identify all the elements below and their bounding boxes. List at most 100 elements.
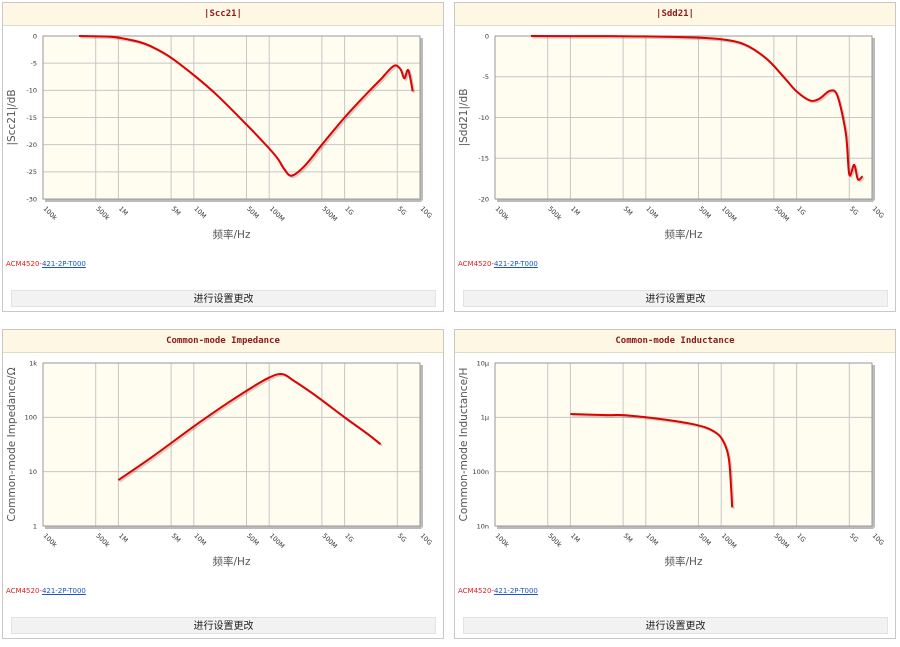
settings-button[interactable]: 进行设置更改: [11, 617, 436, 634]
x-tick-label: 500M: [320, 205, 338, 223]
y-tick-label: 10n: [477, 522, 489, 530]
x-axis-label: 频率/Hz: [665, 555, 703, 568]
x-axis-label: 频率/Hz: [213, 228, 251, 241]
x-tick-label: 500k: [94, 532, 111, 549]
plot-area: [495, 363, 872, 526]
y-tick-label: -15: [26, 114, 37, 122]
x-tick-label: 1G: [343, 205, 355, 217]
part-link[interactable]: 421-2P-T000: [41, 260, 86, 268]
settings-button[interactable]: 进行设置更改: [463, 617, 888, 634]
part-number: ACM4520-421-2P-T000: [458, 587, 538, 595]
series-line: [78, 35, 414, 177]
part-number: ACM4520-421-2P-T000: [6, 587, 86, 595]
series-line: [117, 372, 382, 481]
y-tick-label: 10: [29, 468, 37, 476]
y-axis-label: Common-mode Inductance/H: [458, 368, 470, 522]
x-tick-label: 100M: [268, 205, 286, 223]
x-tick-label: 50M: [245, 205, 260, 220]
y-tick-label: -5: [483, 73, 489, 81]
x-tick-label: 5M: [170, 205, 183, 218]
plot-area: [43, 363, 420, 526]
panel-title: Common-mode Inductance: [455, 330, 895, 353]
x-tick-label: 1M: [117, 205, 130, 218]
y-axis-label: Common-mode Impedance/Ω: [6, 367, 18, 521]
y-tick-label: 1μ: [481, 414, 489, 422]
y-tick-label: -20: [26, 141, 37, 149]
part-link[interactable]: 421-2P-T000: [41, 587, 86, 595]
y-tick-label: 1: [33, 522, 37, 530]
x-tick-label: 1M: [569, 205, 582, 218]
y-tick-label: 100n: [472, 468, 489, 476]
x-tick-label: 100k: [42, 532, 59, 549]
x-tick-label: 5M: [622, 205, 635, 218]
chart-panel-scc21: |Scc21| 100k 500k 1M 5M 10M 50M 100M 500M 1G 5G 10…: [2, 2, 444, 312]
series-line: [570, 413, 734, 508]
x-axis-label: 频率/Hz: [665, 228, 703, 241]
x-tick-label: 1G: [795, 532, 807, 544]
x-tick-label: 5G: [396, 205, 408, 217]
x-tick-label: 10M: [644, 205, 659, 220]
x-tick-label: 500k: [546, 205, 563, 222]
x-tick-label: 1M: [117, 532, 130, 545]
chart-panel-cm-impedance: Common-mode Impedance 100k 500k 1M 5M 10M 50M…: [2, 329, 444, 639]
panel-title: |Scc21|: [3, 3, 443, 26]
part-prefix: ACM4520-: [6, 587, 42, 595]
plot-frame: [494, 35, 873, 200]
x-tick-label: 10M: [644, 532, 659, 547]
panel-title: Common-mode Impedance: [3, 330, 443, 353]
x-tick-label: 50M: [697, 532, 712, 547]
x-tick-label: 10G: [871, 205, 886, 220]
panel-title: |Sdd21|: [455, 3, 895, 26]
y-tick-label: -30: [26, 195, 37, 203]
y-axis-label: |Scc21|/dB: [6, 89, 18, 145]
x-tick-label: 500k: [94, 205, 111, 222]
y-tick-label: -15: [478, 155, 489, 163]
part-number: ACM4520-421-2P-T000: [6, 260, 86, 268]
x-tick-label: 100k: [494, 205, 511, 222]
x-tick-label: 1M: [569, 532, 582, 545]
x-tick-label: 10G: [871, 532, 886, 547]
y-axis-label: |Sdd21|/dB: [458, 89, 470, 147]
x-tick-label: 5M: [170, 532, 183, 545]
plot-frame: [494, 362, 873, 527]
series-line-shadow: [571, 414, 735, 509]
plot-frame: [42, 362, 421, 527]
x-tick-label: 500M: [320, 532, 338, 550]
y-tick-label: -25: [26, 168, 37, 176]
y-tick-label: -10: [478, 114, 489, 122]
x-tick-label: 5G: [396, 532, 408, 544]
x-tick-label: 500k: [546, 532, 563, 549]
y-tick-label: 0: [485, 32, 489, 40]
chart-scc21: 100k 500k 1M 5M 10M 50M 100M 500M 1G 5G 10G 0 -5 -10 -…: [6, 32, 434, 241]
x-tick-label: 5G: [848, 532, 860, 544]
part-link[interactable]: 421-2P-T000: [493, 587, 538, 595]
y-tick-label: 10μ: [477, 359, 489, 367]
settings-button[interactable]: 进行设置更改: [463, 290, 888, 307]
x-tick-label: 100M: [268, 532, 286, 550]
chart-panel-cm-inductance: Common-mode Inductance 100k 500k 1M 5M 10M 50…: [454, 329, 896, 639]
x-axis-label: 频率/Hz: [213, 555, 251, 568]
x-tick-label: 100k: [42, 205, 59, 222]
y-tick-label: -10: [26, 87, 37, 95]
y-tick-label: -5: [31, 59, 37, 67]
x-tick-label: 5M: [622, 532, 635, 545]
x-tick-label: 10G: [419, 205, 434, 220]
chart-sdd21: 100k 500k 1M 5M 10M 50M 100M 500M 1G 5G 10G 0 -5 -10 -…: [458, 32, 886, 241]
x-tick-label: 100k: [494, 532, 511, 549]
y-tick-label: 100: [25, 414, 37, 422]
x-tick-label: 500M: [772, 205, 790, 223]
y-tick-label: -20: [478, 195, 489, 203]
plot-frame: [42, 35, 421, 200]
chart-panel-sdd21: |Sdd21| 100k 500k 1M 5M 10M 50M 100M 500M 1G 5G 10…: [454, 2, 896, 312]
x-tick-label: 50M: [697, 205, 712, 220]
series-line: [530, 35, 864, 181]
x-tick-label: 1G: [795, 205, 807, 217]
settings-button[interactable]: 进行设置更改: [11, 290, 436, 307]
x-tick-label: 50M: [245, 532, 260, 547]
part-link[interactable]: 421-2P-T000: [493, 260, 538, 268]
y-tick-label: 1k: [29, 359, 37, 367]
part-number: ACM4520-421-2P-T000: [458, 260, 538, 268]
chart-cm-inductance: 100k 500k 1M 5M 10M 50M 100M 500M 1G 5G 10G 10n 100n…: [458, 359, 886, 568]
part-prefix: ACM4520-: [458, 587, 494, 595]
x-tick-label: 1G: [343, 532, 355, 544]
